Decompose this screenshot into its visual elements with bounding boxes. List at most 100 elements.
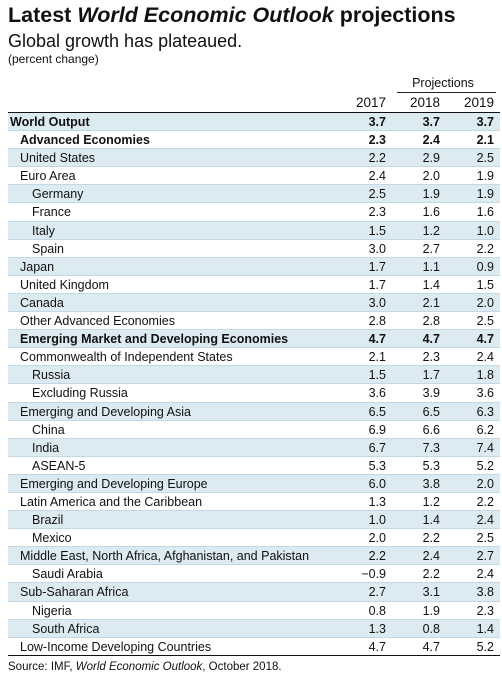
table-row: Japan 1.7 1.1 0.9 (8, 257, 500, 276)
value-cell-2018: 1.4 (422, 277, 440, 292)
table-row: Latin America and the Caribbean 1.3 1.2 2.2 (8, 493, 500, 512)
source-emphasis: World Economic Outlook (75, 661, 203, 673)
source-prefix: Source: IMF, (8, 661, 76, 673)
row-label: Germany (32, 187, 84, 202)
row-label: South Africa (32, 621, 100, 636)
column-header-2017: 2017 (355, 95, 386, 110)
value-cell-2019: 1.6 (476, 205, 494, 220)
value-cell-2018: 6.5 (422, 404, 440, 419)
value-cell-2018: 2.4 (422, 549, 440, 564)
value-cell-2017: 2.5 (368, 187, 386, 202)
table-row: Other Advanced Economies 2.8 2.8 2.5 (8, 312, 500, 331)
value-cell-2019: 0.9 (476, 259, 494, 274)
value-cell-2018: 1.6 (422, 205, 440, 220)
value-cell-2017: 4.7 (368, 332, 386, 347)
value-cell-2017: 1.0 (368, 513, 386, 528)
value-cell-2019: 2.4 (476, 567, 494, 582)
value-cell-2018: 0.8 (422, 621, 440, 636)
title-emphasis: World Economic Outlook (77, 3, 334, 27)
value-cell-2017: 5.3 (368, 458, 386, 473)
table-row: Mexico 2.0 2.2 2.5 (8, 529, 500, 548)
value-cell-2018: 7.3 (422, 440, 440, 455)
value-cell-2019: 2.1 (476, 133, 494, 148)
value-cell-2017: 3.6 (368, 386, 386, 401)
table-row: Commonwealth of Independent States 2.1 2.3… (8, 348, 500, 367)
value-cell-2019: 1.4 (476, 621, 494, 636)
value-cell-2018: 2.4 (422, 133, 440, 148)
header-rule (8, 112, 500, 113)
row-label: Latin America and the Caribbean (20, 494, 203, 509)
row-label: Mexico (32, 531, 72, 546)
table-row: Emerging and Developing Europe 6.0 3.8 2.0 (8, 474, 500, 493)
source-suffix: , October 2018. (202, 661, 282, 673)
value-cell-2019: 1.9 (476, 187, 494, 202)
value-cell-2017: 1.5 (368, 368, 386, 383)
table-row: China 6.9 6.6 6.2 (8, 421, 500, 439)
value-cell-2018: 2.8 (422, 314, 440, 329)
value-cell-2018: 2.2 (422, 531, 440, 546)
row-label: Advanced Economies (20, 133, 150, 148)
value-cell-2018: 1.2 (422, 223, 440, 238)
value-cell-2018: 1.7 (422, 368, 440, 383)
row-label: ASEAN-5 (32, 458, 86, 473)
table-row: Nigeria 0.8 1.9 2.3 (8, 602, 500, 620)
value-cell-2018: 3.8 (422, 476, 440, 491)
value-cell-2019: 6.3 (476, 404, 494, 419)
value-cell-2017: 2.1 (368, 350, 386, 365)
value-cell-2018: 2.0 (422, 169, 440, 184)
title-prefix: Latest (8, 3, 78, 27)
table-row: ASEAN-5 5.3 5.3 5.2 (8, 457, 500, 475)
table-row: Russia 1.5 1.7 1.8 (8, 366, 500, 385)
value-cell-2017: 6.9 (368, 422, 386, 437)
table-row: Saudi Arabia −0.9 2.2 2.4 (8, 565, 500, 584)
table-row: South Africa 1.3 0.8 1.4 (8, 619, 500, 638)
row-label: Other Advanced Economies (20, 314, 175, 329)
value-cell-2017: 4.7 (368, 639, 386, 654)
value-cell-2018: 5.3 (422, 458, 440, 473)
row-label: Canada (20, 295, 64, 310)
table-row: Sub-Saharan Africa 2.7 3.1 3.8 (8, 583, 500, 602)
value-cell-2017: 2.2 (368, 549, 386, 564)
row-label: Emerging Market and Developing Economies (20, 332, 289, 347)
title-suffix: projections (333, 3, 456, 27)
value-cell-2017: 6.5 (368, 404, 386, 419)
table-row: Advanced Economies 2.3 2.4 2.1 (8, 131, 500, 150)
row-label: Low-Income Developing Countries (20, 639, 212, 654)
row-label: Nigeria (32, 603, 72, 618)
value-cell-2017: 2.4 (368, 169, 386, 184)
column-header-2018: 2018 (409, 95, 440, 110)
row-label: China (32, 422, 65, 437)
table-body: World Output 3.7 3.7 3.7 Advanced Economies 2… (8, 113, 500, 656)
value-cell-2018: 2.3 (422, 350, 440, 365)
value-cell-2019: 3.6 (476, 386, 494, 401)
row-label: Spain (32, 241, 64, 256)
value-cell-2019: 1.5 (476, 277, 494, 292)
table-row: Euro Area 2.4 2.0 1.9 (8, 167, 500, 186)
value-cell-2017: 6.7 (368, 440, 386, 455)
value-cell-2019: 2.5 (476, 531, 494, 546)
table-row: Spain 3.0 2.7 2.2 (8, 240, 500, 258)
value-cell-2017: 1.7 (368, 259, 386, 274)
value-cell-2018: 3.7 (422, 115, 440, 129)
unit-label: (percent change) (8, 52, 99, 66)
value-cell-2017: 1.5 (368, 223, 386, 238)
value-cell-2018: 1.4 (422, 513, 440, 528)
value-cell-2017: 0.8 (368, 603, 386, 618)
value-cell-2019: 2.5 (476, 314, 494, 329)
row-label: Euro Area (20, 169, 76, 184)
table-row: Brazil 1.0 1.4 2.4 (8, 511, 500, 530)
table-row: Emerging and Developing Asia 6.5 6.5 6.3 (8, 402, 500, 421)
table-row: Excluding Russia 3.6 3.9 3.6 (8, 384, 500, 403)
value-cell-2019: 5.2 (476, 458, 494, 473)
table-row: Low-Income Developing Countries 4.7 4.7 5.2 (8, 638, 500, 656)
table-row: India 6.7 7.3 7.4 (8, 438, 500, 457)
table-row: United Kingdom 1.7 1.4 1.5 (8, 276, 500, 294)
value-cell-2018: 3.1 (422, 585, 440, 600)
projections-rule (397, 92, 496, 93)
value-cell-2019: 2.2 (476, 241, 494, 256)
value-cell-2017: 6.0 (368, 476, 386, 491)
value-cell-2018: 3.9 (422, 386, 440, 401)
value-cell-2018: 2.7 (422, 241, 440, 256)
row-label: Emerging and Developing Asia (20, 404, 191, 419)
